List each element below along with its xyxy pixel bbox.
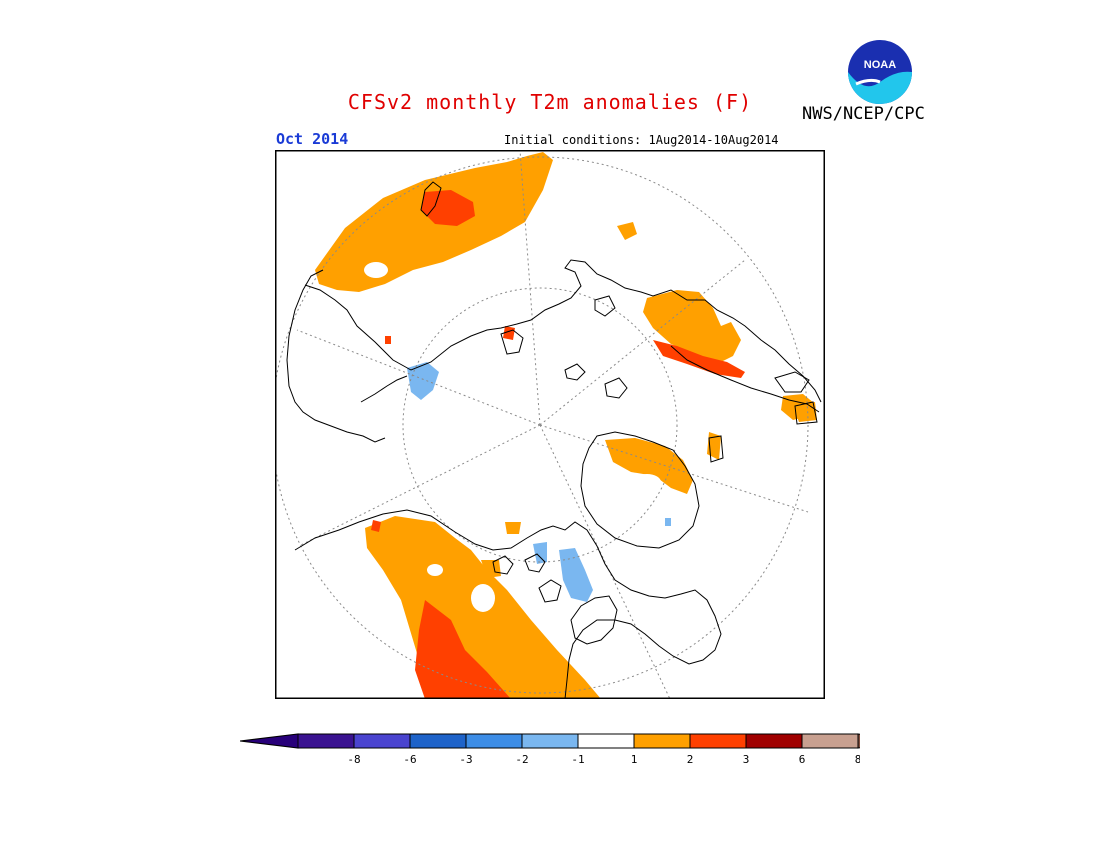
forecast-month: Oct 2014	[276, 130, 349, 148]
colorbar-tick-label: 1	[631, 753, 638, 766]
coast-greenland	[580, 431, 700, 549]
colorbar-bin	[633, 733, 691, 749]
colorbar-tick-label: 3	[743, 753, 750, 766]
colorbar-bin	[689, 733, 747, 749]
colorbar-end-low	[239, 733, 299, 749]
colorbar-tick-label: 6	[799, 753, 806, 766]
graticule	[275, 150, 809, 699]
cool-anomaly-arctic-canada	[559, 548, 593, 602]
coast-eurasia	[304, 259, 822, 403]
logo-text: NOAA	[864, 59, 896, 71]
colorbar-bin	[353, 733, 411, 749]
anomaly-region-europe	[643, 290, 741, 364]
colorbar-bin	[465, 733, 523, 749]
colorbar-bin	[801, 733, 859, 749]
colorbar-tick-label: -1	[571, 753, 584, 766]
colorbar-end-high	[857, 733, 917, 749]
coast-kamchatka	[360, 375, 408, 403]
initial-conditions: Initial conditions: 1Aug2014-10Aug2014	[504, 133, 779, 147]
anomaly-region-greenland	[605, 438, 693, 494]
noaa-logo: NOAA	[846, 38, 914, 106]
cool-anomaly-siberia	[407, 362, 439, 400]
coast-hudson-bay	[570, 595, 618, 645]
colorbar-tick-label: -8	[347, 753, 360, 766]
strong-anomaly-europe	[653, 340, 745, 378]
colorbar: -8 -6 -3 -2 -1 1 2 3 6 8	[239, 733, 917, 773]
colorbar-bin	[577, 733, 635, 749]
coast-siberia-east	[286, 269, 386, 443]
colorbar-bin	[745, 733, 803, 749]
strong-anomaly-siberia	[421, 190, 475, 226]
colorbar-bin	[409, 733, 467, 749]
coastlines	[286, 181, 822, 699]
cool-anomalies	[407, 362, 671, 602]
colorbar-bin	[297, 733, 355, 749]
colorbar-tick-label: 8	[855, 753, 860, 766]
colorbar-bin	[521, 733, 579, 749]
strong-anomaly-canada	[415, 600, 511, 699]
chart-title: CFSv2 monthly T2m anomalies (F)	[347, 90, 753, 114]
polar-map	[275, 150, 825, 699]
coast-europe-south	[670, 345, 820, 413]
colorbar-tick-label: -2	[515, 753, 528, 766]
colorbar-tick-label: 2	[687, 753, 694, 766]
coast-north-america	[294, 509, 722, 699]
colorbar-tick-label: -3	[459, 753, 472, 766]
neutral-holes	[364, 262, 661, 612]
agency-label: NWS/NCEP/CPC	[802, 104, 925, 124]
colorbar-tick-label: -6	[403, 753, 416, 766]
strong-warm-anomalies	[371, 190, 745, 699]
